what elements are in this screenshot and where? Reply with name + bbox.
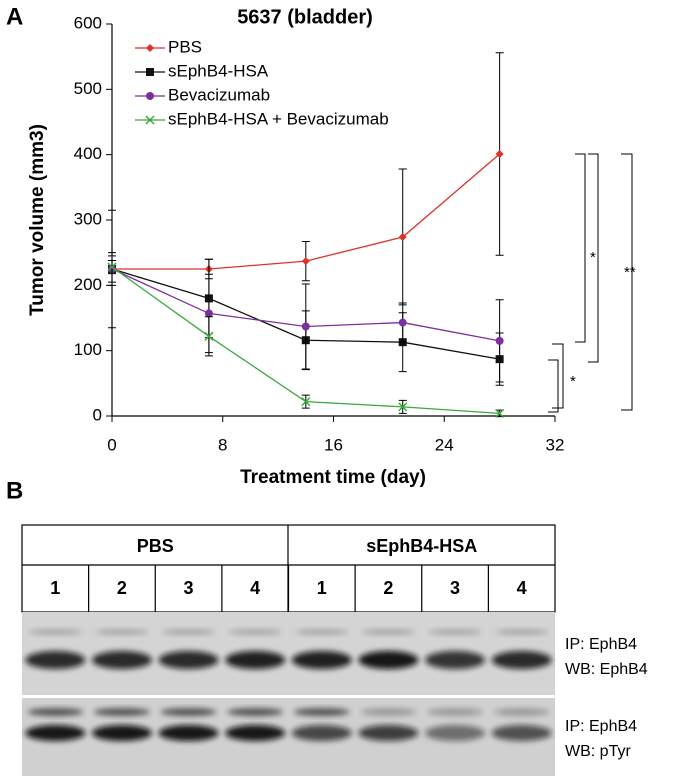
- lane-label: 4: [517, 578, 527, 598]
- band: [294, 629, 349, 635]
- chart-title: 5637 (bladder): [237, 6, 373, 28]
- x-tick-label: 32: [546, 435, 565, 454]
- band: [158, 651, 219, 669]
- band: [27, 708, 84, 716]
- group-label: PBS: [137, 536, 174, 556]
- x-tick-label: 8: [218, 435, 227, 454]
- band: [491, 651, 552, 669]
- marker: [398, 402, 408, 412]
- lane-label: 4: [250, 578, 260, 598]
- y-tick-label: 300: [74, 209, 102, 228]
- band: [358, 725, 419, 741]
- lane-label: 2: [117, 578, 127, 598]
- lane-label: 3: [184, 578, 194, 598]
- band: [158, 725, 219, 741]
- band: [425, 651, 486, 669]
- marker: [204, 309, 213, 318]
- band: [25, 651, 86, 669]
- bracket: [548, 359, 559, 413]
- band: [91, 725, 152, 741]
- band: [360, 708, 417, 716]
- marker: [145, 115, 155, 125]
- marker: [146, 44, 154, 52]
- significance: *: [590, 249, 596, 266]
- marker: [146, 68, 154, 76]
- band: [428, 629, 483, 635]
- y-tick-label: 400: [74, 144, 102, 163]
- y-tick-label: 500: [74, 79, 102, 98]
- band: [493, 708, 550, 716]
- x-axis-label: Treatment time (day): [240, 467, 426, 488]
- legend-label: PBS: [168, 37, 202, 56]
- lane-label: 1: [50, 578, 60, 598]
- x-tick-label: 24: [435, 435, 454, 454]
- marker: [495, 408, 505, 418]
- marker: [204, 331, 214, 341]
- legend-label: Bevacizumab: [168, 85, 270, 104]
- significance: *: [570, 373, 576, 390]
- y-tick-label: 0: [93, 405, 102, 424]
- band: [293, 708, 350, 716]
- marker: [301, 257, 310, 266]
- x-tick-label: 16: [324, 435, 343, 454]
- lane-label: 3: [450, 578, 460, 598]
- lane-label: 1: [317, 578, 327, 598]
- bracket: [621, 153, 633, 411]
- band: [91, 651, 152, 669]
- blot-label: WB: pTyr: [565, 743, 631, 760]
- band: [291, 651, 352, 669]
- band: [494, 629, 549, 635]
- band: [491, 725, 552, 741]
- marker: [301, 397, 311, 407]
- panel-label: A: [6, 3, 23, 30]
- y-tick-label: 100: [74, 340, 102, 359]
- band: [25, 725, 86, 741]
- band: [161, 629, 216, 635]
- marker: [301, 322, 310, 331]
- band: [28, 629, 83, 635]
- x-tick-label: 0: [107, 435, 116, 454]
- y-tick-label: 600: [74, 13, 102, 32]
- band: [361, 629, 416, 635]
- bracket: [588, 153, 599, 363]
- band: [93, 708, 150, 716]
- band: [225, 651, 286, 669]
- band: [291, 725, 352, 741]
- lane-label: 2: [383, 578, 393, 598]
- marker: [398, 232, 407, 241]
- legend-label: sEphB4-HSA + Bevacizumab: [168, 109, 389, 128]
- band: [94, 629, 149, 635]
- blot: IP: EphB4 WB: EphB4 IP: EphB4 WB: pTyr P…: [21, 524, 648, 776]
- bracket: [575, 153, 586, 343]
- band: [228, 629, 283, 635]
- significance: **: [624, 264, 636, 281]
- marker: [398, 318, 407, 327]
- blot-label: IP: EphB4: [565, 718, 637, 735]
- band: [227, 708, 284, 716]
- legend-label: sEphB4-HSA: [168, 61, 269, 80]
- group-label: sEphB4-HSA: [366, 536, 477, 556]
- band: [425, 725, 486, 741]
- band: [358, 651, 419, 669]
- marker: [146, 92, 154, 100]
- y-tick-label: 200: [74, 275, 102, 294]
- blot-label: WB: EphB4: [565, 661, 648, 678]
- plot: 0 100 200 300 400 500 600 0 8 16 24 32 PBS sEphB4-HSA…: [74, 13, 565, 454]
- panel-label: B: [6, 477, 23, 504]
- band: [427, 708, 484, 716]
- marker: [107, 262, 117, 272]
- blot-label: IP: EphB4: [565, 636, 637, 653]
- marker: [495, 150, 504, 159]
- y-axis-label: Tumor volume (mm3): [27, 124, 48, 316]
- marker: [495, 336, 504, 345]
- band: [225, 725, 286, 741]
- band: [160, 708, 217, 716]
